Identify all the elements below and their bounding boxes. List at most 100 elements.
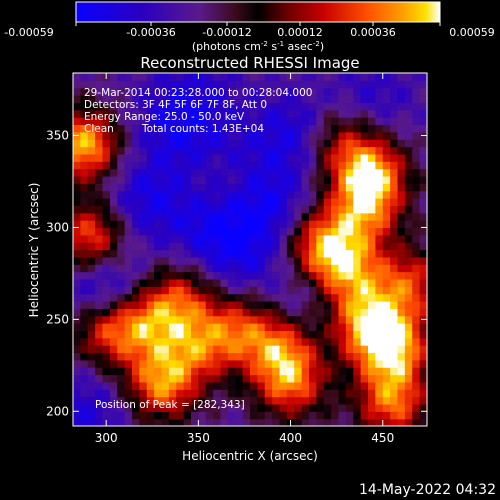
heatmap-cell: [213, 198, 222, 206]
heatmap-cell: [264, 300, 273, 309]
heatmap-cell: [176, 323, 185, 331]
heatmap-cell: [73, 293, 81, 302]
heatmap-cell: [397, 271, 406, 280]
heatmap-cell: [382, 359, 391, 368]
heatmap-cell: [191, 352, 199, 361]
detectors-annotation: Detectors: 3F 4F 5F 6F 7F 8F, Att 0: [84, 99, 267, 111]
heatmap-cell: [264, 396, 273, 405]
heatmap-cell: [353, 271, 362, 280]
heatmap-cell: [257, 271, 266, 280]
heatmap-cell: [95, 124, 104, 133]
heatmap-cell: [124, 293, 133, 302]
heatmap-cell: [390, 242, 399, 251]
heatmap-cell: [264, 198, 273, 206]
heatmap-cell: [397, 168, 406, 177]
heatmap-cell: [257, 359, 266, 368]
heatmap-cell: [375, 234, 384, 243]
heatmap-cell: [309, 227, 317, 236]
heatmap-cell: [109, 315, 118, 324]
heatmap-cell: [73, 337, 81, 346]
heatmap-cell: [382, 168, 391, 177]
heatmap-cell: [390, 183, 399, 192]
heatmap-cell: [323, 234, 332, 243]
heatmap-cell: [353, 183, 362, 192]
heatmap-cell: [220, 168, 229, 177]
heatmap-cell: [250, 205, 258, 214]
heatmap-cell: [353, 264, 362, 273]
heatmap-cell: [250, 234, 258, 243]
heatmap-cell: [250, 109, 258, 118]
heatmap-cell: [382, 242, 391, 251]
heatmap-cell: [412, 359, 421, 368]
heatmap-cell: [146, 381, 155, 390]
heatmap-cell: [227, 146, 236, 155]
heatmap-cell: [404, 102, 413, 111]
heatmap-cell: [331, 389, 340, 398]
heatmap-cell: [360, 286, 369, 295]
heatmap-cell: [242, 345, 251, 354]
heatmap-cell: [375, 374, 384, 383]
heatmap-cell: [397, 308, 406, 317]
heatmap-cell: [242, 352, 251, 361]
heatmap-cell: [87, 117, 96, 126]
heatmap-cell: [323, 337, 332, 346]
heatmap-cell: [331, 359, 340, 368]
heatmap-cell: [345, 300, 354, 309]
heatmap-cell: [272, 286, 281, 295]
heatmap-cell: [368, 323, 376, 331]
heatmap-cell: [294, 95, 303, 104]
heatmap-cell: [117, 124, 126, 133]
heatmap-cell: [338, 198, 347, 206]
heatmap-cell: [323, 183, 332, 192]
heatmap-cell: [294, 411, 303, 420]
heatmap-cell: [419, 264, 427, 273]
heatmap-cell: [220, 381, 229, 390]
heatmap-cell: [205, 249, 214, 258]
heatmap-cell: [73, 374, 81, 383]
heatmap-cell: [250, 345, 258, 354]
heatmap-cell: [404, 418, 413, 426]
heatmap-cell: [279, 227, 288, 236]
heatmap-cell: [338, 264, 347, 273]
heatmap-cell: [345, 87, 354, 96]
heatmap-cell: [390, 381, 399, 390]
heatmap-cell: [250, 352, 258, 361]
heatmap-cell: [323, 315, 332, 324]
heatmap-cell: [146, 264, 155, 273]
heatmap-cell: [168, 139, 177, 148]
heatmap-cell: [375, 367, 384, 376]
heatmap-cell: [80, 73, 89, 81]
heatmap-cell: [73, 234, 81, 243]
heatmap-cell: [397, 175, 406, 184]
heatmap-cell: [87, 367, 96, 376]
heatmap-cell: [250, 300, 258, 309]
heatmap-cell: [294, 264, 303, 273]
heatmap-cell: [168, 278, 177, 287]
heatmap-cell: [338, 153, 347, 162]
heatmap-cell: [272, 161, 281, 170]
heatmap-cell: [109, 256, 118, 265]
heatmap-cell: [345, 308, 354, 317]
heatmap-cell: [191, 323, 199, 331]
heatmap-cell: [419, 161, 427, 170]
heatmap-cell: [353, 242, 362, 251]
heatmap-cell: [316, 256, 325, 265]
heatmap-cell: [272, 139, 281, 148]
heatmap-cell: [360, 242, 369, 251]
heatmap-cell: [242, 300, 251, 309]
heatmap-cell: [419, 95, 427, 104]
heatmap-cell: [73, 161, 81, 170]
heatmap-cell: [235, 124, 244, 133]
heatmap-cell: [301, 315, 310, 324]
heatmap-cell: [168, 220, 177, 229]
heatmap-cell: [227, 153, 236, 162]
heatmap-cell: [360, 102, 369, 111]
heatmap-cell: [272, 293, 281, 302]
heatmap-cell: [87, 242, 96, 251]
heatmap-cell: [272, 264, 281, 273]
heatmap-cell: [375, 359, 384, 368]
heatmap-cell: [139, 418, 148, 426]
heatmap-cell: [220, 124, 229, 133]
heatmap-cell: [95, 403, 104, 412]
heatmap-cell: [124, 381, 133, 390]
